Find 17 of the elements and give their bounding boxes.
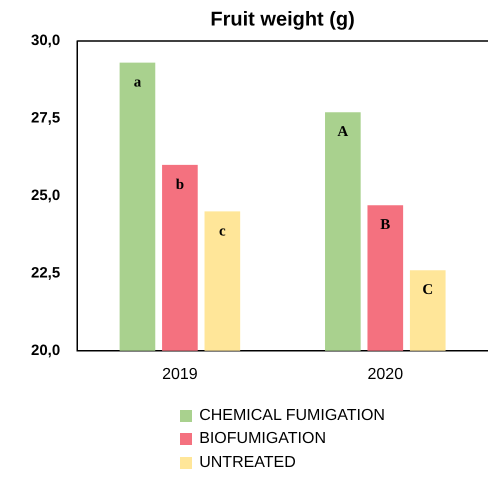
data-label: C xyxy=(422,282,434,298)
legend-label: CHEMICAL FUMIGATION xyxy=(199,406,385,425)
x-tick-label: 2020 xyxy=(368,366,404,383)
data-label: c xyxy=(219,223,226,240)
data-label: a xyxy=(134,74,142,91)
data-label: A xyxy=(337,124,348,140)
y-tick-label: 22,5 xyxy=(30,264,60,282)
y-tick-label: 20,0 xyxy=(30,342,60,359)
legend-label: BIOFUMIGATION xyxy=(199,430,326,448)
data-label: b xyxy=(176,176,184,193)
y-tick-label: 27,5 xyxy=(30,110,60,127)
y-tick-label: 25,0 xyxy=(30,187,60,204)
y-tick-label: 30,0 xyxy=(30,32,60,50)
x-tick-label: 2019 xyxy=(162,366,198,383)
legend-label: UNTREATED xyxy=(199,454,296,472)
data-label: B xyxy=(380,217,390,234)
chart-title: Fruit weight (g) xyxy=(210,8,355,31)
